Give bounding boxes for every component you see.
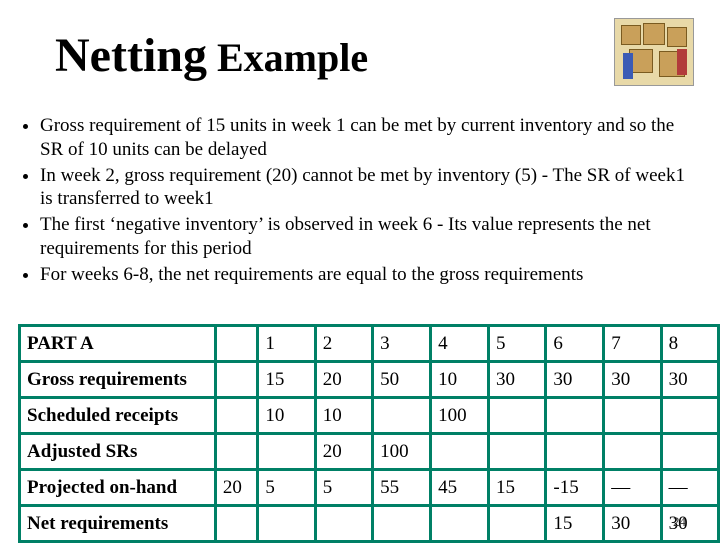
- cell: 30: [604, 506, 661, 542]
- bullet-item: Gross requirement of 15 units in week 1 …: [40, 114, 702, 162]
- cell: 4: [431, 326, 489, 362]
- cell: 30: [661, 506, 718, 542]
- title-word-1: Netting: [55, 29, 207, 82]
- row-small: 20: [215, 470, 257, 506]
- cell: [546, 434, 604, 470]
- cell: 100: [431, 398, 489, 434]
- cell: [258, 506, 315, 542]
- cell: 5: [489, 326, 546, 362]
- cell: [604, 398, 661, 434]
- cell: 7: [604, 326, 661, 362]
- cell: -15: [546, 470, 604, 506]
- cell: 5: [258, 470, 315, 506]
- cell: 6: [546, 326, 604, 362]
- cell: 30: [661, 362, 718, 398]
- cell: [373, 506, 431, 542]
- cell: [489, 398, 546, 434]
- table-row: Adjusted SRs 20 100: [20, 434, 719, 470]
- cell: 10: [258, 398, 315, 434]
- cell: [373, 398, 431, 434]
- cell: —: [661, 470, 718, 506]
- cell: 30: [546, 362, 604, 398]
- row-label: Projected on-hand: [20, 470, 216, 506]
- bullet-list: Gross requirement of 15 units in week 1 …: [18, 114, 702, 288]
- cell: [258, 434, 315, 470]
- cell: 2: [315, 326, 372, 362]
- row-label: Scheduled receipts: [20, 398, 216, 434]
- row-small: [215, 398, 257, 434]
- bullet-item: The first ‘negative inventory’ is observ…: [40, 213, 702, 261]
- cell: 10: [431, 362, 489, 398]
- bullet-item: For weeks 6-8, the net requirements are …: [40, 263, 702, 287]
- cell: [604, 434, 661, 470]
- title-word-2: Example: [217, 35, 368, 80]
- row-small: [215, 434, 257, 470]
- cell: 100: [373, 434, 431, 470]
- warehouse-clipart: [614, 18, 694, 86]
- table-row: Scheduled receipts 10 10 100: [20, 398, 719, 434]
- slide-title: Netting Example: [55, 28, 368, 83]
- table-row: Projected on-hand 20 5 5 55 45 15 -15 — …: [20, 470, 719, 506]
- cell: 20: [315, 362, 372, 398]
- cell: [489, 506, 546, 542]
- cell: 15: [546, 506, 604, 542]
- row-small: [215, 326, 257, 362]
- table-row: Gross requirements 15 20 50 10 30 30 30 …: [20, 362, 719, 398]
- row-label: Net requirements: [20, 506, 216, 542]
- cell: 50: [373, 362, 431, 398]
- table-row: PART A 1 2 3 4 5 6 7 8: [20, 326, 719, 362]
- cell: [489, 434, 546, 470]
- netting-table: PART A 1 2 3 4 5 6 7 8 Gross requirement…: [18, 324, 720, 543]
- row-label: PART A: [20, 326, 216, 362]
- cell: 1: [258, 326, 315, 362]
- cell: 15: [489, 470, 546, 506]
- cell: 3: [373, 326, 431, 362]
- cell: 30: [489, 362, 546, 398]
- row-small: [215, 506, 257, 542]
- cell: [315, 506, 372, 542]
- row-label: Adjusted SRs: [20, 434, 216, 470]
- cell: 30: [604, 362, 661, 398]
- cell: 10: [315, 398, 372, 434]
- cell: 15: [258, 362, 315, 398]
- cell: 45: [431, 470, 489, 506]
- cell: [661, 434, 718, 470]
- cell: 8: [661, 326, 718, 362]
- cell: [661, 398, 718, 434]
- table-row: Net requirements 15 30 30: [20, 506, 719, 542]
- cell: —: [604, 470, 661, 506]
- page-number: 24: [673, 514, 686, 530]
- cell: [431, 506, 489, 542]
- row-small: [215, 362, 257, 398]
- cell: 55: [373, 470, 431, 506]
- cell: [546, 398, 604, 434]
- cell: [431, 434, 489, 470]
- cell: 20: [315, 434, 372, 470]
- row-label: Gross requirements: [20, 362, 216, 398]
- bullet-item: In week 2, gross requirement (20) cannot…: [40, 164, 702, 212]
- cell: 5: [315, 470, 372, 506]
